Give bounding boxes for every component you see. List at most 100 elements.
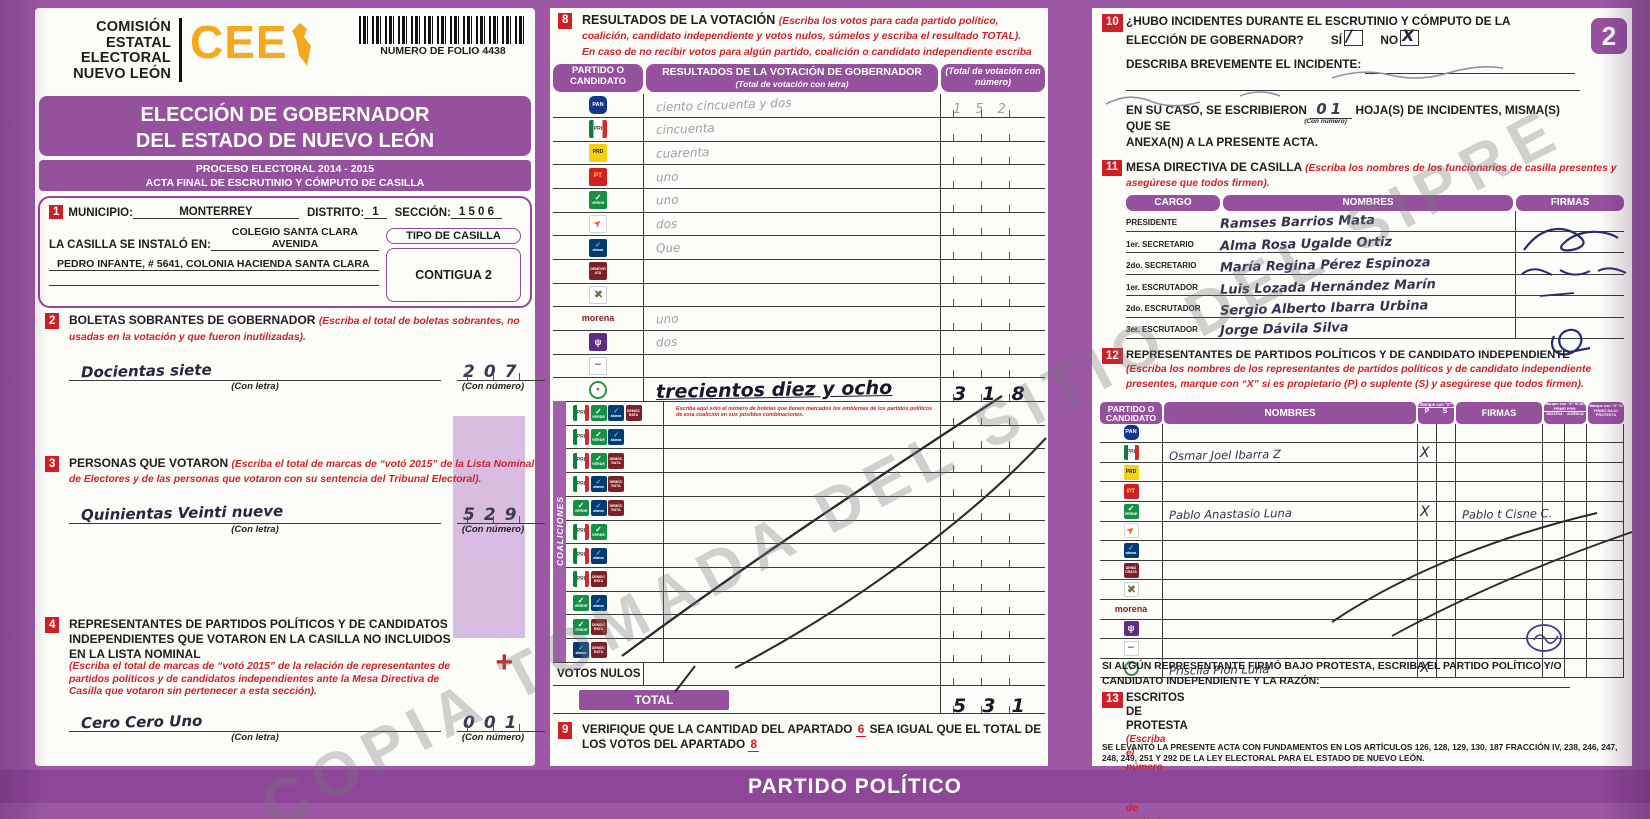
resultados-table-header: PARTIDO O CANDIDATO RESULTADOS DE LA VOT…: [553, 64, 1045, 93]
party-cell: morena: [553, 307, 643, 330]
representantes-rows: PAN PRI Osmar Joel Ibarra Z X PRD PT VERDE Pabl…: [1100, 423, 1624, 679]
si-label: SÍ: [1330, 32, 1343, 47]
firma-cell: [1455, 600, 1542, 619]
divider: [179, 18, 182, 82]
negativa-cell: [1542, 423, 1564, 443]
mesa-directiva-row: 2do. ESCRUTADOR Sergio Alberto Ibarra Urb…: [1126, 296, 1624, 319]
numero-writeline: 207: [457, 358, 545, 382]
total-row: TOTAL 531: [553, 686, 1045, 717]
suplente-cell: [1436, 443, 1455, 462]
resultados-row: VERDE uno: [553, 188, 1045, 213]
verde-logo: VERDE: [590, 452, 607, 469]
negativa-cell: [1542, 443, 1564, 462]
coalicion-row: PRI DEMÓCRATA: [553, 567, 1045, 592]
partido-header: PARTIDO O CANDIDATO: [1100, 402, 1162, 424]
firma-cell: [1515, 296, 1624, 317]
handwritten-name: María Regina Pérez Espinoza: [1219, 255, 1431, 277]
section-13-escritos-protesta: 13 ESCRITOS DE PROTESTA (Escriba el núme…: [1102, 692, 1187, 819]
suplente-cell: [1436, 619, 1455, 639]
party-cell: [1100, 621, 1162, 637]
party-cell: PRD: [553, 142, 643, 165]
seccion-label: SECCIÓN:: [394, 207, 451, 219]
pd-logo: DEMÓCRATA: [1123, 562, 1139, 578]
propietario-cell: [1417, 619, 1436, 639]
section-title: BOLETAS SOBRANTES DE GOBERNADOR: [69, 313, 316, 327]
pd-logo: DEMÓCRATA: [590, 571, 607, 588]
x-mark: X: [1420, 503, 1430, 520]
describe-incident-label: DESCRIBA BREVEMENTE EL INCIDENTE:: [1126, 56, 1362, 71]
distrito-label: DISTRITO:: [306, 207, 365, 219]
coalicion-row: VERDEalianzaDEMÓCRATA: [553, 496, 1045, 521]
votos-con-letra: dos: [655, 334, 678, 350]
mesa-directiva-row: PRESIDENTE Ramses Barrios Mata: [1126, 210, 1624, 233]
org-line: NUEVO LEÓN: [73, 65, 171, 82]
s-header: S: [1436, 407, 1454, 415]
coalicion-row: VERDEalianza: [553, 591, 1045, 616]
section-number: 3: [45, 455, 60, 472]
numero-cell: 152: [940, 94, 1045, 117]
pd-logo: DEMÓCRATA: [590, 618, 607, 635]
ausencia-cell: [1564, 502, 1586, 521]
propietario-cell: [1417, 580, 1436, 600]
numero-cell: 318: [940, 378, 1045, 405]
suplente-cell: [1436, 482, 1455, 502]
propietario-cell: [1417, 541, 1436, 560]
municipio-value: MONTERREY: [132, 206, 299, 219]
propietario-cell: [1417, 560, 1436, 580]
na-logo: alianza: [573, 642, 589, 659]
numero-cell: [940, 449, 1045, 473]
firma-cell: [1515, 232, 1624, 253]
con-letra-caption: (Con letra): [231, 381, 279, 393]
ausencia-cell: [1564, 541, 1586, 560]
distrito-value: 1: [364, 206, 387, 219]
folio-block: NUMERO DE FOLIO 4438: [359, 12, 527, 57]
firma-cell: Pablo t Cisne C.: [1455, 502, 1552, 521]
x-mark: X: [1420, 444, 1430, 461]
page-number-badge: 2: [1591, 18, 1627, 54]
propietario-cell: X: [1417, 443, 1436, 462]
nombres-header: NOMBRES: [1223, 194, 1513, 211]
verde-logo: VERDE: [590, 429, 607, 446]
org-line: ESTATAL: [105, 34, 171, 51]
firmas-header: FIRMAS: [1516, 194, 1624, 211]
na-logo: alianza: [1123, 543, 1139, 559]
nombre-cell: Priscila Pion Luna: [1162, 658, 1417, 678]
firma-cell: [1455, 658, 1542, 678]
resultados-row: trecientos diez y ocho 318: [553, 377, 1045, 405]
coalicion-row: PRIVERDEalianzaDEMÓCRATA Escriba aquí sól…: [553, 402, 1045, 426]
party-rows: PAN ciento cincuenta y dos 152 PRI cincuenta…: [553, 94, 1045, 405]
section-number: 13: [1102, 692, 1123, 708]
votos-con-letra: cincuenta: [655, 121, 716, 138]
votos-con-letra: cuarenta: [655, 144, 710, 161]
numero-cell: [940, 165, 1045, 188]
coaliciones-vertical-label: COALICIONES: [553, 401, 566, 662]
firmo-bajo-protesta-text: SI ALGÚN REPRESENTANTE FIRMÓ BAJO PROTES…: [1102, 660, 1624, 689]
pd-logo: DEMÓCRATA: [590, 642, 607, 659]
letra-cell: Que: [643, 236, 940, 259]
party-cell: [1100, 660, 1162, 676]
coalicion-parties: PRIVERDE: [553, 521, 663, 544]
nombre-cell: [1162, 580, 1417, 600]
representante-row: [1100, 619, 1624, 640]
letra-cell: [663, 567, 940, 591]
na-logo: alianza: [589, 238, 607, 257]
handwritten-numero: 529: [463, 505, 526, 526]
legal-footer: SE LEVANTÓ LA PRESENTE ACTA CON FUNDAMEN…: [1102, 742, 1618, 764]
suplente-cell: [1436, 658, 1455, 678]
resultados-row: dos: [553, 212, 1045, 237]
pri-logo: PRI: [573, 405, 589, 422]
bajo-protesta-cell: [1586, 462, 1624, 482]
letra-cell: [663, 638, 940, 662]
handwritten-firma: Pablo t Cisne C.: [1461, 505, 1553, 522]
handwritten-name: Luis Lozada Hernández Marín: [1219, 276, 1437, 298]
sum-highlight-band: [453, 416, 525, 638]
letra-cell: dos: [643, 212, 940, 236]
section-note: (Escriba el total de boletas sobrantes, …: [69, 316, 520, 343]
coalicion-parties: PRIalianza: [553, 544, 663, 567]
org-line: ELECTORAL: [80, 50, 171, 67]
negativa-cell: [1542, 639, 1564, 658]
numero-cell: [940, 212, 1045, 236]
votos-con-numero: 152: [953, 101, 1020, 117]
